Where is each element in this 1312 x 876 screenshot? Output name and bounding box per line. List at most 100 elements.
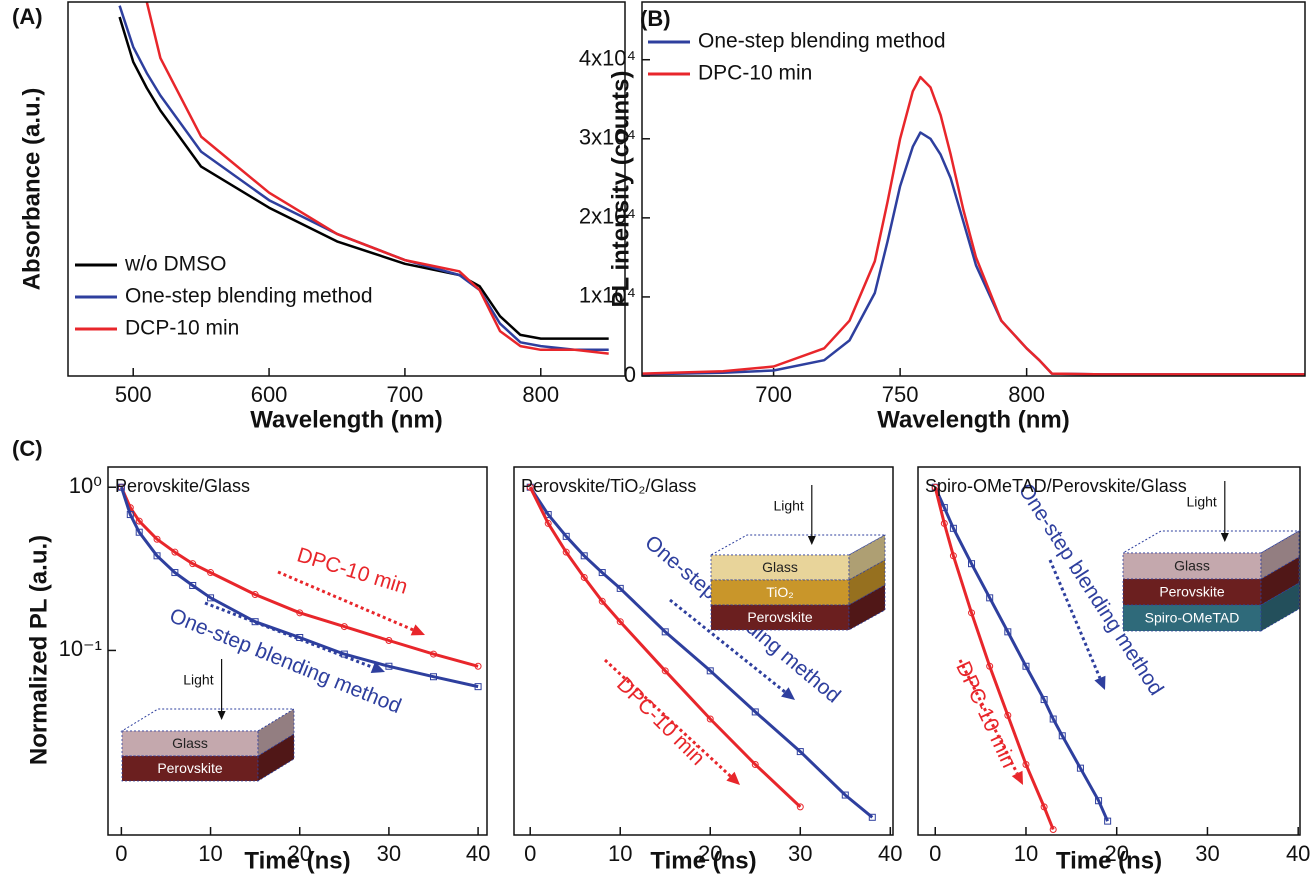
inset-layer: [1122, 578, 1262, 606]
x-tick-label: 0: [524, 841, 536, 866]
x-axis-label: Wavelength (nm): [877, 406, 1069, 433]
data-point: [385, 662, 393, 670]
light-arrow-head: [1220, 533, 1229, 542]
data-point: [153, 552, 161, 560]
chart-title: Perovskite/Glass: [115, 476, 250, 496]
inset-layer-label: Spiro-OMeTAD: [1145, 610, 1240, 626]
inset-layer-side: [849, 535, 885, 580]
y-axis-label: Normalized PL (a.u.): [25, 535, 52, 765]
inset-light-label: Light: [773, 498, 803, 514]
inset-layer-shade: [848, 584, 886, 631]
inset-layer: [710, 579, 850, 606]
data-point: [429, 673, 437, 681]
series-line: [642, 131, 1305, 376]
y-tick-label: 3x10⁴: [579, 125, 636, 150]
series-annotation: DPC-10 min: [612, 673, 709, 770]
plot-area: [526, 483, 876, 821]
data-point: [474, 662, 482, 670]
data-point: [598, 569, 606, 577]
data-point: [986, 662, 994, 670]
inset-layer-side: [1261, 557, 1299, 605]
inset-layer-shade: [257, 708, 295, 757]
inset-layer-label: Perovskite: [157, 760, 223, 776]
inset-layer: [1122, 552, 1262, 580]
light-arrow-head: [807, 536, 816, 545]
series-line: [145, 2, 609, 355]
data-point: [1022, 761, 1030, 769]
arrow-head: [410, 624, 425, 636]
data-point: [171, 548, 179, 556]
x-tick-label: 40: [878, 841, 902, 866]
panel: 500 600 700 800 w/o DMSO One-step blending me…: [12, 1, 626, 433]
data-point: [986, 594, 994, 602]
panel-label: (B): [640, 6, 671, 31]
x-tick-label: 600: [251, 382, 288, 407]
data-point: [931, 483, 939, 491]
data-point: [868, 813, 876, 821]
data-point: [1058, 732, 1066, 740]
arrow-head: [726, 771, 740, 785]
legend-label: One-step blending method: [698, 30, 946, 53]
data-point: [706, 667, 714, 675]
series-line: [528, 486, 802, 808]
data-point: [526, 483, 534, 491]
arrow-head: [1094, 675, 1106, 690]
data-point: [207, 594, 215, 602]
plot-frame: [67, 1, 626, 377]
inset-layer-label: Glass: [1174, 558, 1210, 574]
x-axis-label: Time (ns): [244, 847, 350, 874]
inset-layer-side: [849, 585, 885, 630]
y-tick-label: 0: [624, 362, 636, 387]
y-tick-label: 1x10⁴: [579, 283, 636, 308]
data-point: [1040, 696, 1048, 704]
series-line: [528, 486, 874, 819]
series-line: [933, 486, 1109, 822]
data-point: [126, 511, 134, 519]
data-point: [616, 584, 624, 592]
x-tick-label: 30: [788, 841, 812, 866]
inset-layer-label: Perovskite: [1159, 584, 1225, 600]
y-axis-label: Absorbance (a.u.): [18, 88, 45, 291]
plot-frame: [641, 1, 1306, 377]
series-line: [933, 486, 1055, 831]
data-point: [796, 803, 804, 811]
series-line: [642, 75, 1305, 376]
x-tick-label: 20: [698, 841, 722, 866]
inset-layer: [121, 730, 259, 757]
inset-top-face: [120, 708, 296, 732]
x-tick-label: 10: [198, 841, 222, 866]
dotted-arrow: [669, 598, 786, 694]
data-point: [841, 791, 849, 799]
plot-frame: [513, 466, 894, 836]
data-point: [940, 519, 948, 527]
y-tick-label: 2x10⁴: [579, 204, 636, 229]
dotted-arrow: [603, 658, 732, 778]
x-tick-label: 750: [882, 382, 919, 407]
data-point: [296, 609, 304, 617]
data-point: [385, 637, 393, 645]
data-point: [135, 528, 143, 536]
data-point: [1104, 817, 1112, 825]
chart-title: Perovskite/TiO₂/Glass: [521, 476, 696, 496]
data-point: [949, 524, 957, 532]
chart-title: Spiro-OMeTAD/Perovskite/Glass: [925, 476, 1187, 496]
data-point: [153, 535, 161, 543]
data-point: [135, 517, 143, 525]
x-tick-label: 10: [1014, 841, 1038, 866]
data-point: [616, 618, 624, 626]
y-axis-label: PL intensity (counts): [607, 71, 634, 308]
legend-label: DPC-10 min: [698, 62, 812, 85]
y-tick-label: 10⁻¹: [59, 636, 102, 661]
data-point: [580, 573, 588, 581]
y-tick-label: 10⁰: [69, 473, 102, 498]
inset-layer: [121, 755, 259, 782]
data-point: [796, 748, 804, 756]
inset-layer-shade: [848, 534, 886, 581]
arrow-head: [1011, 770, 1023, 785]
data-point: [562, 548, 570, 556]
light-arrow-head: [217, 711, 226, 720]
